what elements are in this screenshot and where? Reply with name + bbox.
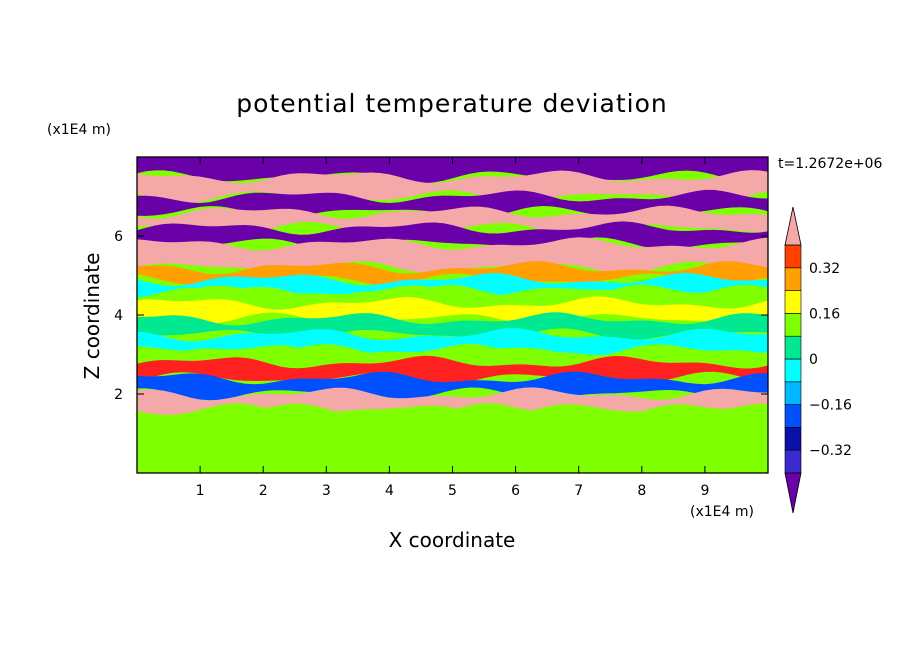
x-tick-label-5: 6 (511, 483, 520, 499)
x-tick-label-0: 1 (196, 483, 205, 499)
y-unit-label: (x1E4 m) (47, 122, 111, 138)
x-tick-label-4: 5 (448, 483, 457, 499)
y-axis-label: Z coordinate (80, 253, 104, 380)
colorbar-box-9 (784, 244, 802, 269)
plot-area (137, 157, 768, 473)
colorbar-label-3: −0.16 (809, 398, 852, 414)
y-tick-label-1: 4 (114, 308, 123, 324)
colorbar-box-1 (784, 427, 802, 451)
colorbar: 0.32 0.16 0 −0.16 −0.32 (784, 206, 852, 514)
contour-band-9 (137, 296, 768, 326)
colorbar-box-0 (784, 449, 802, 474)
x-tick-label-7: 8 (637, 483, 646, 499)
colorbar-box-3 (784, 381, 802, 405)
colorbar-label-0: 0.32 (809, 261, 840, 277)
colorbar-box-5 (784, 335, 802, 360)
contour-band-5 (137, 237, 768, 274)
colorbar-label-4: −0.32 (809, 443, 852, 459)
contour-band-13 (137, 355, 768, 385)
colorbar-extend-max (784, 206, 802, 246)
colorbar-box-8 (784, 267, 802, 291)
colorbar-extend-min (784, 472, 802, 514)
contour-band-6 (137, 261, 768, 286)
contour-band-14 (137, 371, 768, 401)
x-tick-label-6: 7 (574, 483, 583, 499)
colorbar-box-4 (784, 358, 802, 383)
x-axis: 1 2 3 4 5 6 7 8 9 (196, 157, 709, 499)
colorbar-box-7 (784, 290, 802, 314)
colorbar-box-6 (784, 313, 802, 337)
colorbar-label-2: 0 (809, 352, 818, 368)
x-unit-label: (x1E4 m) (690, 504, 754, 520)
x-tick-label-3: 4 (385, 483, 394, 499)
y-tick-label-2: 6 (114, 229, 123, 245)
x-tick-label-1: 2 (259, 483, 268, 499)
x-tick-label-8: 9 (700, 483, 709, 499)
colorbar-label-1: 0.16 (809, 306, 840, 322)
y-tick-label-0: 2 (114, 387, 123, 403)
contour-band-0 (137, 157, 768, 184)
contour-band-12 (137, 343, 768, 369)
contour-band-16 (137, 403, 768, 473)
contour-band-11 (137, 328, 768, 357)
time-label: t=1.2672e+06 (778, 156, 882, 172)
contour-band-4 (137, 221, 768, 251)
y-axis: 2 4 6 (114, 229, 768, 403)
x-axis-label: X coordinate (389, 528, 516, 552)
colorbar-box-2 (784, 404, 802, 428)
x-tick-label-2: 3 (322, 483, 331, 499)
chart-title: potential temperature deviation (236, 89, 667, 118)
